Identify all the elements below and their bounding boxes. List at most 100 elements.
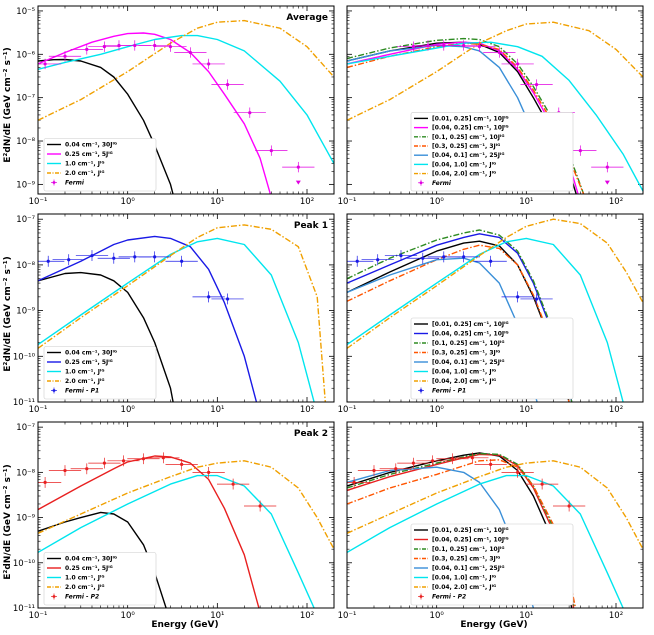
panel-row2-right: 10⁻¹ 10⁰ 10¹ 10² [0.01, 0.25] cm⁻¹, 10Jᴵᴳ [0.… (338, 213, 644, 415)
legend-label: [0.04, 0.25] cm⁻¹, 10Jᴵᴳ (432, 125, 509, 132)
data-point (43, 62, 47, 66)
legend-marker-dot (419, 389, 423, 392)
data-point (121, 459, 126, 463)
legend-box (410, 112, 574, 192)
legend-marker-dot (419, 595, 423, 598)
series-line (38, 224, 326, 402)
series-line (38, 455, 260, 608)
data-point (489, 259, 493, 263)
legend-label: Fermi - P2 (65, 594, 99, 601)
axes-frame (346, 421, 644, 609)
legend-label: [0.3, 0.25] cm⁻¹, 3Jᴵᴳ (432, 143, 500, 150)
data-point (102, 45, 106, 49)
series-line (38, 34, 334, 165)
series-layer (38, 19, 334, 194)
y-tick-label: 10⁻⁸ (16, 261, 35, 271)
x-tick-label: 10⁰ (430, 611, 445, 621)
x-tick-label: 10² (300, 197, 314, 207)
x-tick-label: 10² (300, 611, 314, 621)
upper-limit-marker (295, 180, 301, 185)
series-line (347, 460, 643, 550)
legend-label: 1.0 cm⁻¹, Jᴵᴳ (65, 575, 104, 582)
y-tick-label: 10⁻⁷ (16, 94, 35, 104)
data-point (269, 149, 273, 153)
x-tick-label: 10² (609, 611, 623, 621)
y-tick-label: 10⁻⁹ (16, 307, 35, 317)
legend-box (410, 523, 574, 606)
panel-row3-left: 10⁻¹ 10⁰ 10¹ 10² 10⁻¹¹ 10⁻¹⁰ 10⁻⁹ 10⁻⁸ 10⁻⁷ Peak … (13, 421, 335, 621)
x-tick-label: 10¹ (210, 611, 224, 621)
x-tick-label: 10⁻¹ (338, 197, 357, 207)
series-line (38, 32, 272, 194)
legend-label: [0.04, 1.0] cm⁻¹, Jᴵᴳ (432, 575, 496, 582)
series-layer (38, 452, 334, 608)
y-tick-label: 10⁻⁹ (16, 180, 35, 190)
data-point (225, 297, 230, 301)
legend-box (43, 346, 157, 400)
series-line (347, 237, 624, 402)
data-point (540, 482, 544, 486)
data-point (258, 504, 262, 508)
data-point (46, 259, 50, 263)
legend-label: [0.1, 0.25] cm⁻¹, 10Jᴵᴳ (432, 340, 504, 347)
series-line (38, 19, 334, 121)
data-point (470, 456, 474, 460)
legend-label: Fermi (432, 180, 452, 187)
legend-label: 1.0 cm⁻¹, Jᴵᴳ (65, 161, 104, 168)
x-tick-label: 10⁻¹ (338, 405, 357, 415)
data-point (180, 259, 184, 263)
legend-label: [0.04, 0.25] cm⁻¹, 10Jᴵᴳ (432, 331, 509, 338)
legend-label: 2.0 cm⁻¹, Jᴵᴳ (65, 378, 104, 385)
data-point (63, 468, 67, 473)
y-axis-label-row1: E²dN/dE (GeV cm⁻² s⁻¹) (3, 47, 13, 162)
legend-label: Fermi - P2 (432, 594, 466, 601)
data-point (442, 255, 446, 259)
x-tick-label: 10² (609, 405, 623, 415)
data-point (85, 467, 89, 471)
data-point (394, 467, 398, 471)
y-tick-label: 10⁻¹⁰ (13, 352, 36, 362)
axes-frame (37, 421, 335, 609)
x-tick-label: 10¹ (519, 405, 533, 415)
y-tick-label: 10⁻¹¹ (13, 398, 35, 408)
data-point (352, 480, 356, 484)
data-point (442, 43, 446, 48)
legend-label: 0.04 cm⁻¹, 30Jᴵᴳ (65, 350, 117, 357)
data-point (85, 47, 89, 51)
y-tick-label: 10⁻⁸ (16, 468, 35, 478)
legend-label: 2.0 cm⁻¹, Jᴵᴳ (65, 584, 104, 591)
data-point (489, 462, 493, 467)
panel-title: Peak 2 (294, 429, 328, 439)
x-tick-label: 10⁻¹ (338, 611, 357, 621)
legend-marker-dot (52, 181, 56, 184)
data-point (248, 111, 252, 115)
data-point (372, 468, 376, 473)
legend-label: [0.3, 0.25] cm⁻¹, 3Jᴵᴳ (432, 350, 500, 357)
data-point (421, 256, 425, 260)
y-axis-label-row3: E²dN/dE (GeV cm⁻² s⁻¹) (3, 464, 13, 579)
legend-label: 0.25 cm⁻¹, 5Jᴵᴳ (65, 565, 113, 572)
panel-row2-left: 10⁻¹ 10⁰ 10¹ 10² 10⁻¹¹ 10⁻¹⁰ 10⁻⁹ 10⁻⁸ 10⁻⁷ Peak … (13, 213, 335, 415)
legend-label: Fermi - P1 (65, 388, 99, 395)
data-point (516, 62, 520, 66)
x-tick-label: 10⁻¹ (29, 405, 48, 415)
data-point (376, 258, 380, 262)
data-point (153, 43, 157, 48)
data-point (43, 480, 47, 484)
legend-label: [0.04, 1.0] cm⁻¹, Jᴵᴳ (432, 369, 496, 376)
data-point (355, 259, 359, 263)
legend-marker-dot (419, 181, 423, 185)
x-tick-label: 10¹ (519, 611, 533, 621)
panel-row3-right: 10⁻¹ 10⁰ 10¹ 10² [0.01, 0.25] cm⁻¹, 10Jᴵᴳ [0.… (338, 421, 644, 621)
data-point (516, 470, 520, 474)
legend-label: 2.0 cm⁻¹, Jᴵᴳ (65, 170, 104, 177)
data-point (462, 255, 466, 259)
data-point (188, 50, 192, 55)
x-tick-label: 10⁰ (430, 405, 445, 415)
data-point (153, 255, 157, 259)
data-point (462, 43, 466, 48)
panels-layer: 10⁻¹ 10⁰ 10¹ 10² 10⁻⁹ 10⁻⁸ 10⁻⁷ 10⁻⁶ 10⁻⁵ Average… (13, 5, 644, 621)
x-tick-label: 10⁻¹ (29, 197, 48, 207)
y-tick-label: 10⁻⁸ (16, 137, 35, 147)
